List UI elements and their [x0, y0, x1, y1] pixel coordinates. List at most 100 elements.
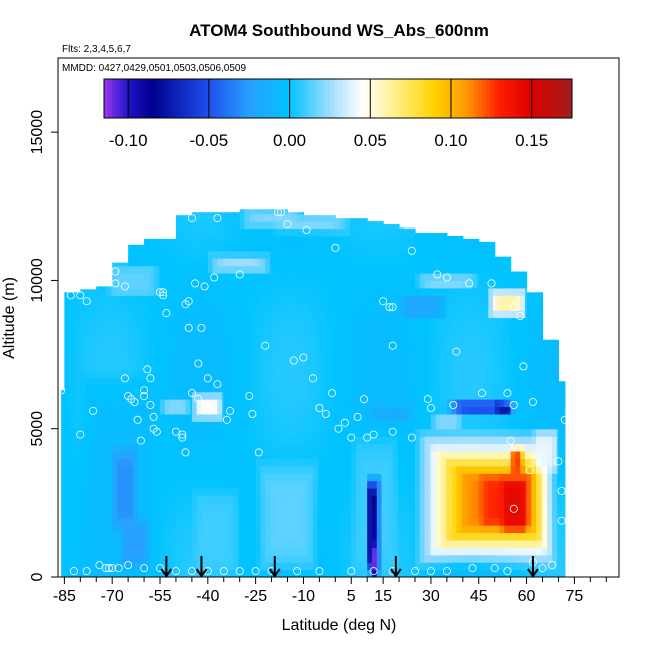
heatmap-cell	[212, 339, 218, 348]
heatmap-cell	[356, 228, 362, 237]
heatmap-cell	[206, 450, 209, 459]
heatmap-cell	[367, 243, 373, 252]
heatmap-cell	[349, 361, 352, 370]
heatmap-cell	[126, 502, 129, 511]
heatmap-cell	[132, 465, 139, 474]
heatmap-cell	[435, 376, 442, 385]
heatmap-cell	[424, 258, 430, 267]
heatmap-cell	[110, 302, 113, 311]
heatmap-cell	[269, 421, 273, 430]
heatmap-cell	[191, 495, 198, 504]
heatmap-cell	[96, 547, 102, 556]
heatmap-cell	[85, 495, 91, 504]
heatmap-cell	[403, 532, 410, 541]
heatmap-cell	[132, 258, 139, 267]
heatmap-cell	[96, 332, 102, 341]
heatmap-cell	[110, 287, 113, 296]
heatmap-cell	[317, 310, 320, 319]
heatmap-cell	[472, 488, 478, 497]
heatmap-cell	[64, 332, 70, 341]
heatmap-cell	[287, 332, 293, 341]
heatmap-cell	[207, 517, 214, 526]
heatmap-cell	[349, 465, 352, 474]
heatmap-cell	[89, 391, 96, 400]
heatmap-cell	[297, 369, 303, 378]
heatmap-cell	[73, 480, 80, 489]
heatmap-cell	[383, 228, 389, 237]
heatmap-cell	[381, 369, 384, 378]
heatmap-cell	[185, 480, 191, 489]
heatmap-cell	[451, 473, 458, 482]
heatmap-cell	[285, 213, 289, 222]
heatmap-cell	[446, 369, 453, 378]
heatmap-cell	[356, 413, 362, 422]
heatmap-cell	[233, 258, 239, 267]
heatmap-cell	[399, 502, 405, 511]
heatmap-cell	[206, 443, 209, 452]
heatmap-cell	[271, 221, 277, 230]
heatmap-cell	[206, 310, 209, 319]
heatmap-cell	[121, 339, 128, 348]
heatmap-cell	[301, 317, 305, 326]
heatmap-cell	[239, 391, 246, 400]
heatmap-cell	[413, 569, 416, 577]
heatmap-cell	[169, 406, 175, 415]
heatmap-cell	[137, 250, 144, 259]
heatmap-cell	[376, 287, 383, 296]
heatmap-cell	[185, 235, 191, 244]
heatmap-cell	[367, 324, 373, 333]
heatmap-cell	[365, 436, 368, 445]
heatmap-cell	[260, 495, 266, 504]
heatmap-cell	[461, 399, 464, 408]
heatmap-cell	[126, 510, 129, 519]
heatmap-cell	[403, 273, 410, 282]
heatmap-cell	[255, 450, 262, 459]
heatmap-cell	[392, 450, 399, 459]
heatmap-cell	[191, 517, 198, 526]
heatmap-cell	[137, 258, 144, 267]
heatmap-cell	[105, 510, 112, 519]
heatmap-cell	[105, 480, 112, 489]
heatmap-cell	[340, 428, 346, 437]
heatmap-cell	[445, 250, 448, 259]
heatmap-cell	[349, 235, 352, 244]
heatmap-cell	[164, 295, 171, 304]
heatmap-cell	[349, 332, 352, 341]
heatmap-cell	[440, 443, 446, 452]
heatmap-cell	[101, 539, 107, 548]
heatmap-cell	[297, 221, 303, 230]
heatmap-cell	[158, 443, 161, 452]
heatmap-cell	[456, 562, 462, 571]
heatmap-cell	[228, 347, 234, 356]
heatmap-cell	[292, 258, 298, 267]
heatmap-cell	[249, 317, 255, 326]
heatmap-cell	[308, 243, 314, 252]
heatmap-cell	[399, 428, 405, 437]
heatmap-cell	[429, 510, 432, 519]
heatmap-cell	[335, 517, 341, 526]
heatmap-cell	[383, 428, 389, 437]
heatmap-cell	[456, 302, 462, 311]
heatmap-cell	[217, 213, 223, 222]
heatmap-cell	[190, 406, 193, 415]
heatmap-cell	[105, 361, 112, 370]
heatmap-cell	[255, 443, 262, 452]
heatmap-cell	[105, 562, 112, 571]
heatmap-cell	[132, 488, 139, 497]
heatmap-cell	[303, 525, 309, 534]
heatmap-cell	[313, 384, 319, 393]
heatmap-cell	[249, 369, 255, 378]
heatmap-cell	[132, 450, 139, 459]
heatmap-cell	[180, 517, 187, 526]
heatmap-cell	[419, 569, 426, 577]
heatmap-cell	[356, 406, 362, 415]
heatmap-cell	[335, 258, 341, 267]
heatmap-cell	[164, 250, 171, 259]
heatmap-cell	[160, 510, 166, 519]
heatmap-cell	[472, 295, 478, 304]
heatmap-cell	[462, 354, 469, 363]
heatmap-cell	[285, 384, 289, 393]
heatmap-cell	[144, 532, 150, 541]
heatmap-cell	[233, 525, 239, 534]
heatmap-cell	[73, 450, 80, 459]
